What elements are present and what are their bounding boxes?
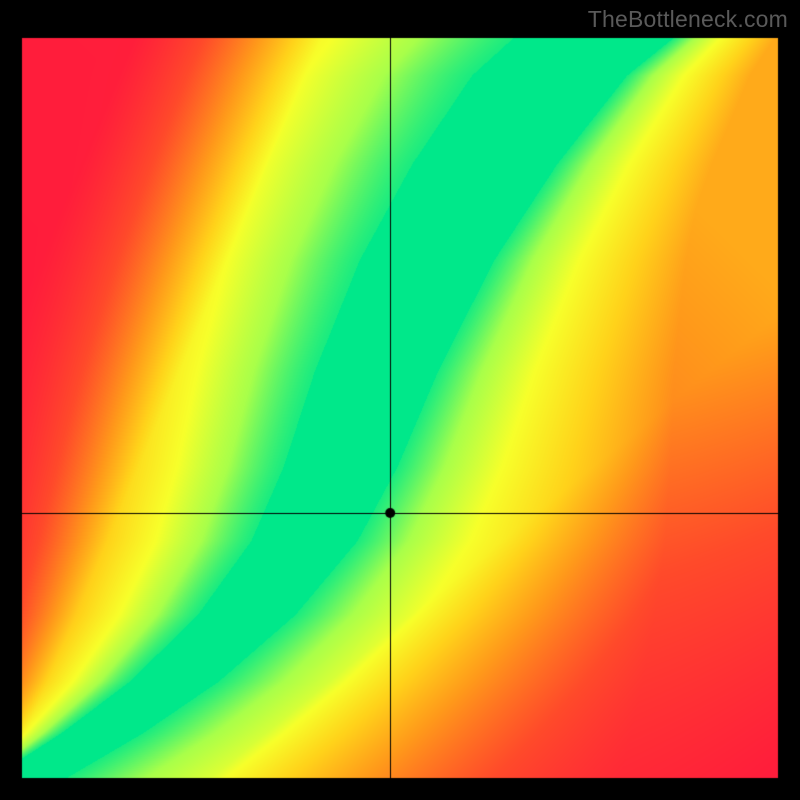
chart-container: TheBottleneck.com xyxy=(0,0,800,800)
bottleneck-heatmap-canvas xyxy=(0,0,800,800)
watermark-label: TheBottleneck.com xyxy=(588,6,788,33)
